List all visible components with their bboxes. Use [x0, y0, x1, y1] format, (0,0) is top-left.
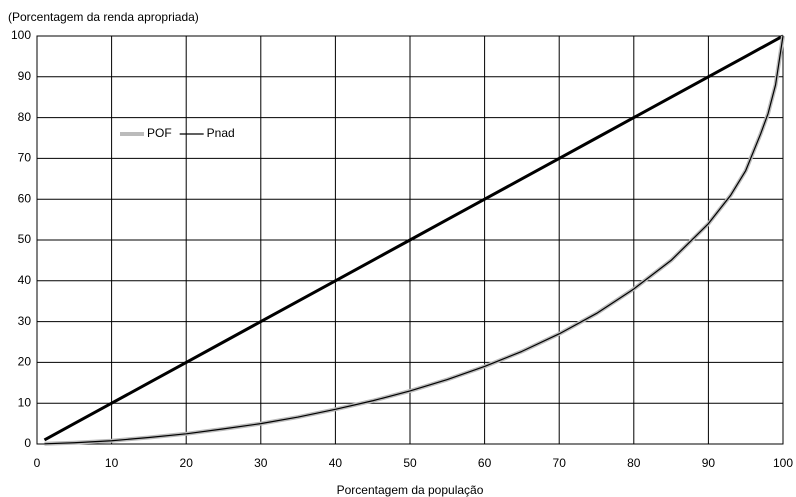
- x-tick-label: 20: [180, 456, 194, 470]
- y-tick-label: 50: [18, 232, 32, 246]
- x-tick-label: 40: [329, 456, 343, 470]
- legend-label: POF: [147, 126, 172, 140]
- chart-title: (Porcentagem da renda apropriada): [8, 10, 199, 24]
- y-tick-label: 80: [18, 110, 32, 124]
- series-line: [43, 34, 784, 442]
- y-tick-label: 30: [18, 314, 32, 328]
- y-tick-label: 40: [18, 273, 32, 287]
- series-line: [44, 35, 784, 445]
- x-tick-label: 60: [478, 456, 492, 470]
- y-tick-label: 0: [24, 436, 31, 450]
- y-tick-label: 60: [18, 191, 32, 205]
- x-tick-label: 0: [34, 456, 41, 470]
- x-tick-label: 10: [105, 456, 119, 470]
- y-tick-label: 20: [18, 355, 32, 369]
- y-tick-label: 70: [18, 151, 32, 165]
- x-tick-label: 100: [773, 456, 793, 470]
- plot-border: [36, 35, 784, 445]
- x-tick-label: 90: [702, 456, 716, 470]
- x-axis-label: Porcentagem da população: [337, 483, 484, 497]
- y-tick-label: 100: [11, 28, 31, 42]
- y-tick-label: 90: [18, 69, 32, 83]
- x-tick-label: 70: [553, 456, 567, 470]
- x-tick-label: 30: [254, 456, 268, 470]
- legend-label: Pnad: [207, 126, 235, 140]
- y-tick-label: 10: [18, 395, 32, 409]
- x-tick-label: 80: [627, 456, 641, 470]
- x-tick-label: 50: [403, 456, 417, 470]
